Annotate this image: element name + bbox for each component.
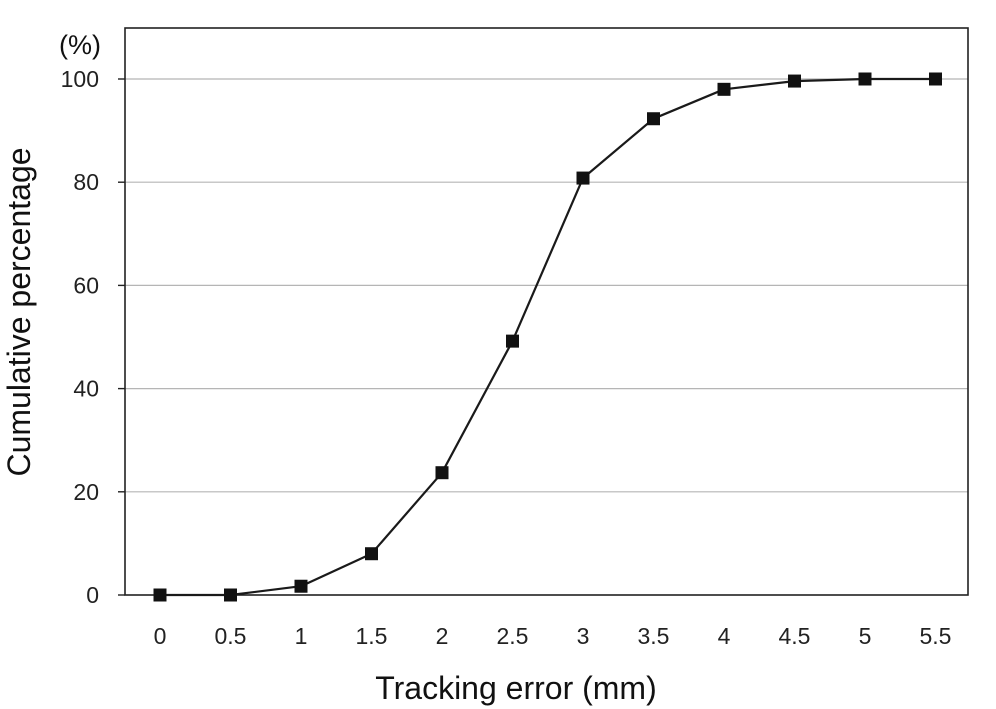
x-axis-ticks: 0 0.5 1 1.5 2 2.5 3 3.5 4 4.5 5 5.5: [154, 623, 952, 649]
data-point-marker: [153, 588, 167, 602]
x-tick-label: 1: [295, 623, 308, 649]
y-tick-label: 80: [73, 169, 99, 195]
x-tick-label: 4.5: [779, 623, 811, 649]
y-tick-label: 0: [86, 582, 99, 608]
x-tick-label: 5.5: [920, 623, 952, 649]
data-point-marker: [576, 171, 590, 185]
data-point-marker: [788, 74, 801, 88]
data-point-marker: [365, 547, 378, 561]
x-tick-label: 2.5: [497, 623, 529, 649]
data-point-marker: [294, 579, 308, 593]
x-tick-label: 1.5: [356, 623, 388, 649]
series-line: [160, 77, 936, 597]
plot-frame: [124, 27, 969, 596]
y-tick-label: 100: [61, 66, 99, 92]
x-tick-label: 5: [859, 623, 872, 649]
x-tick-label: 3: [577, 623, 590, 649]
data-point-marker: [435, 466, 449, 480]
x-tick-label: 0.5: [215, 623, 247, 649]
series-markers: [153, 72, 942, 602]
y-axis-title: Cumulative percentage: [1, 147, 37, 476]
x-tick-label: 3.5: [638, 623, 670, 649]
y-axis-ticks: 0 20 40 60 80 100: [61, 66, 125, 608]
y-tick-label: 60: [73, 272, 99, 298]
data-point-marker: [224, 588, 237, 602]
data-point-marker: [717, 82, 731, 96]
data-point-marker: [858, 72, 872, 86]
data-point-marker: [929, 72, 942, 86]
x-axis-title: Tracking error (mm): [375, 670, 656, 706]
x-tick-label: 2: [436, 623, 449, 649]
x-tick-label: 0: [154, 623, 167, 649]
y-axis-unit: (%): [59, 30, 101, 60]
data-point-marker: [647, 112, 660, 126]
grid-lines: [125, 78, 968, 493]
data-point-marker: [506, 334, 519, 348]
y-tick-label: 20: [73, 479, 99, 505]
y-tick-label: 40: [73, 376, 99, 402]
x-tick-label: 4: [718, 623, 731, 649]
